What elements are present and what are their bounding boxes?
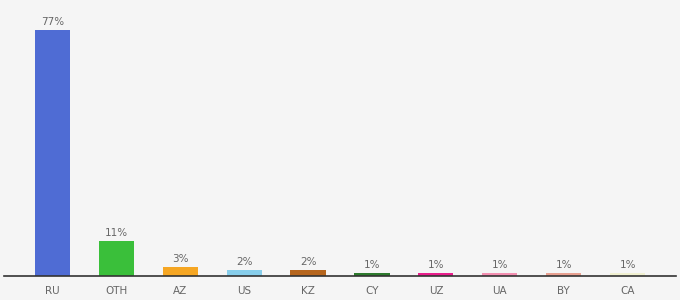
Text: 1%: 1% [619,260,636,270]
Text: 11%: 11% [105,228,128,239]
Text: 77%: 77% [41,17,64,27]
Bar [546,273,581,276]
Bar [35,30,70,276]
Text: 1%: 1% [428,260,444,270]
Bar [99,241,134,276]
Text: 3%: 3% [172,254,188,264]
Text: 2%: 2% [236,257,252,267]
Text: 2%: 2% [300,257,316,267]
Text: 1%: 1% [364,260,380,270]
Bar [163,266,198,276]
Bar [354,273,390,276]
Text: 1%: 1% [556,260,572,270]
Bar [226,270,262,276]
Bar [610,273,645,276]
Bar [482,273,517,276]
Text: 1%: 1% [492,260,508,270]
Bar [290,270,326,276]
Bar [418,273,454,276]
